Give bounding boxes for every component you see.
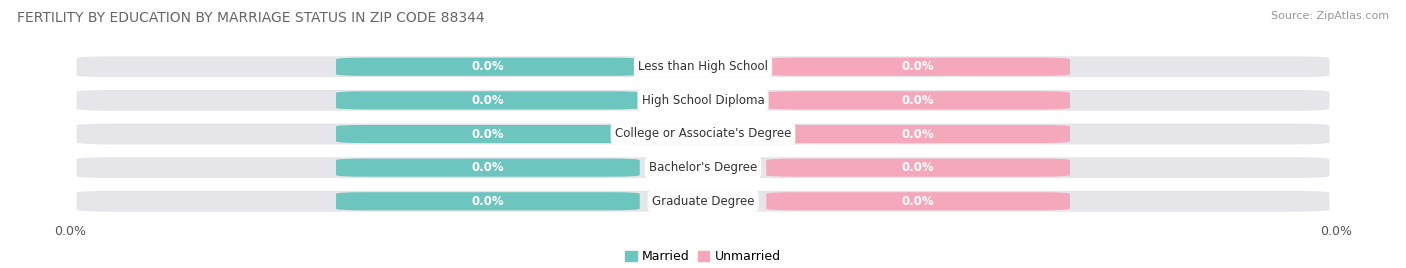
FancyBboxPatch shape bbox=[336, 58, 640, 76]
FancyBboxPatch shape bbox=[766, 192, 1070, 210]
FancyBboxPatch shape bbox=[76, 90, 1330, 111]
FancyBboxPatch shape bbox=[336, 91, 640, 109]
Text: High School Diploma: High School Diploma bbox=[641, 94, 765, 107]
FancyBboxPatch shape bbox=[76, 157, 1330, 178]
FancyBboxPatch shape bbox=[766, 159, 1070, 177]
Text: Bachelor's Degree: Bachelor's Degree bbox=[650, 161, 756, 174]
Text: 0.0%: 0.0% bbox=[471, 195, 505, 208]
Text: 0.0%: 0.0% bbox=[901, 94, 935, 107]
Text: FERTILITY BY EDUCATION BY MARRIAGE STATUS IN ZIP CODE 88344: FERTILITY BY EDUCATION BY MARRIAGE STATU… bbox=[17, 11, 485, 25]
FancyBboxPatch shape bbox=[76, 56, 1330, 77]
Text: 0.0%: 0.0% bbox=[901, 128, 935, 140]
FancyBboxPatch shape bbox=[76, 191, 1330, 212]
FancyBboxPatch shape bbox=[76, 124, 1330, 144]
Text: 0.0%: 0.0% bbox=[901, 161, 935, 174]
FancyBboxPatch shape bbox=[766, 91, 1070, 109]
Text: 0.0%: 0.0% bbox=[471, 128, 505, 140]
FancyBboxPatch shape bbox=[336, 125, 640, 143]
FancyBboxPatch shape bbox=[336, 192, 640, 210]
Text: College or Associate's Degree: College or Associate's Degree bbox=[614, 128, 792, 140]
Text: 0.0%: 0.0% bbox=[471, 60, 505, 73]
FancyBboxPatch shape bbox=[336, 159, 640, 177]
Text: Graduate Degree: Graduate Degree bbox=[652, 195, 754, 208]
Text: Less than High School: Less than High School bbox=[638, 60, 768, 73]
FancyBboxPatch shape bbox=[766, 58, 1070, 76]
Text: 0.0%: 0.0% bbox=[901, 195, 935, 208]
Text: 0.0%: 0.0% bbox=[471, 94, 505, 107]
FancyBboxPatch shape bbox=[766, 125, 1070, 143]
Text: 0.0%: 0.0% bbox=[901, 60, 935, 73]
Text: 0.0%: 0.0% bbox=[471, 161, 505, 174]
Text: Source: ZipAtlas.com: Source: ZipAtlas.com bbox=[1271, 11, 1389, 21]
Legend: Married, Unmarried: Married, Unmarried bbox=[620, 245, 786, 268]
